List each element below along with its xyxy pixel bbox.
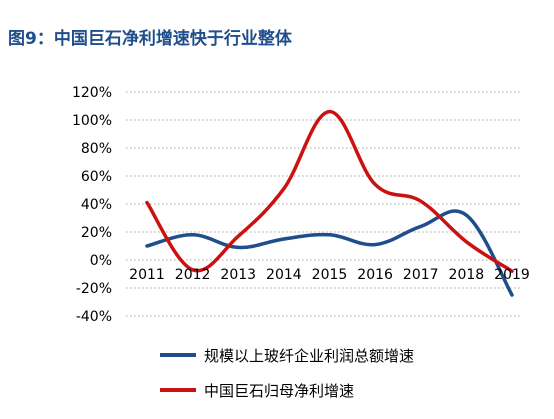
y-tick-label: 80% — [81, 141, 112, 157]
y-tick-label: 20% — [81, 225, 112, 241]
y-tick-label: 120% — [72, 85, 112, 101]
x-tick-label: 2011 — [129, 267, 165, 283]
chart-title: 图9：中国巨石净利增速快于行业整体 — [8, 29, 292, 49]
series-line-1 — [145, 109, 514, 273]
legend-item-industry: 规模以上玻纤企业利润总额增速 — [160, 344, 414, 366]
legend-swatch-industry — [160, 353, 196, 357]
x-tick-label: 2018 — [449, 267, 485, 283]
x-tick-label: 2015 — [312, 267, 348, 283]
x-tick-label: 2017 — [403, 267, 439, 283]
x-tick-label: 2016 — [357, 267, 393, 283]
y-tick-label: -20% — [76, 281, 112, 297]
legend-swatch-jushi — [160, 388, 196, 392]
y-tick-label: 0% — [90, 253, 112, 269]
x-tick-label: 2013 — [220, 267, 256, 283]
y-tick-label: 40% — [81, 197, 112, 213]
y-tick-label: 60% — [81, 169, 112, 185]
x-tick-label: 2014 — [266, 267, 302, 283]
y-tick-label: 100% — [72, 113, 112, 129]
x-tick-label: 2019 — [494, 267, 530, 283]
y-tick-label: -40% — [76, 309, 112, 325]
y-axis-ticks: 120% 100% 80% 60% 40% 20% 0% -20% -40% — [72, 85, 112, 325]
legend-item-jushi: 中国巨石归母净利增速 — [160, 379, 354, 401]
x-axis-ticks: 2011 2012 2013 2014 2015 2016 2017 2018 2019 — [129, 267, 530, 283]
legend-label-industry: 规模以上玻纤企业利润总额增速 — [204, 346, 415, 365]
x-tick-label: 2012 — [175, 267, 211, 283]
series-line-0 — [145, 209, 514, 297]
series-lines — [145, 109, 514, 297]
legend-label-jushi: 中国巨石归母净利增速 — [204, 381, 355, 400]
